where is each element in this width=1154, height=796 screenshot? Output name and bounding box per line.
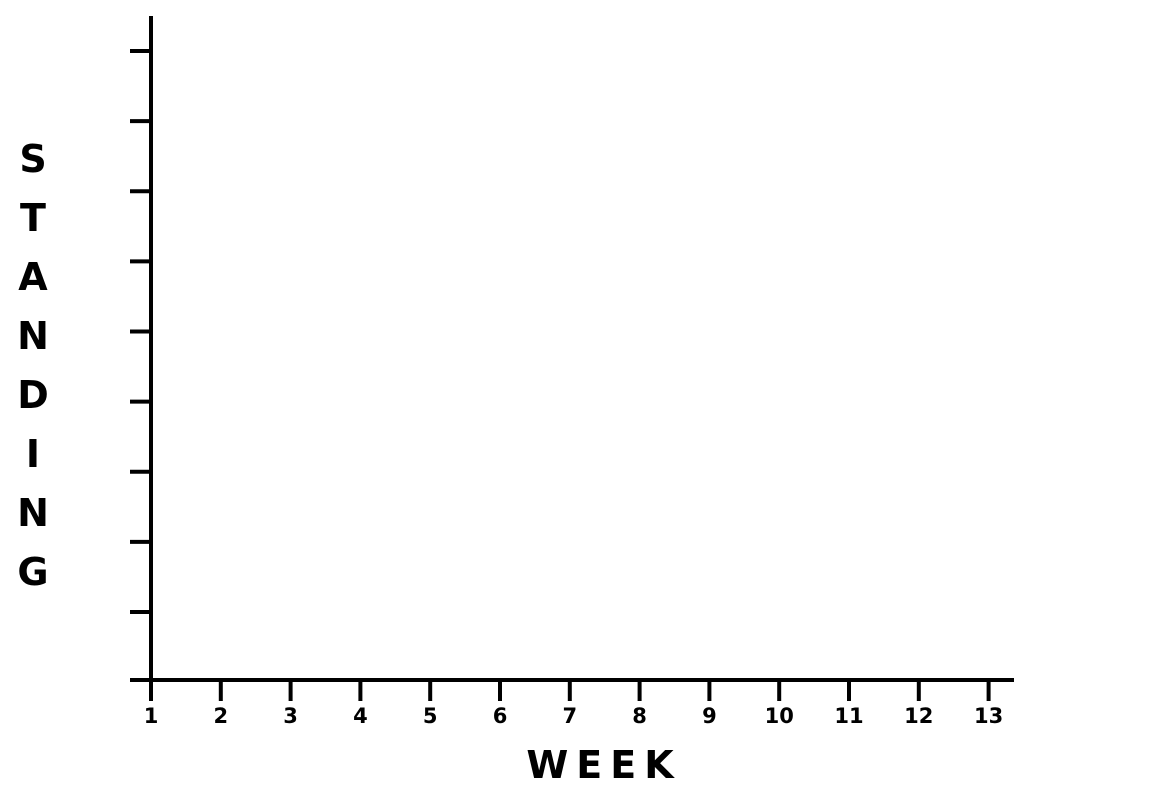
x-tick-label: 8: [632, 704, 647, 728]
y-ticks: [130, 49, 151, 614]
x-tick-label: 12: [904, 704, 933, 728]
y-axis-title-letter: N: [17, 314, 49, 358]
y-axis-title-letter: T: [20, 196, 46, 240]
y-axis-title-letter: I: [26, 432, 40, 476]
x-ticks: [149, 680, 991, 701]
y-axis-title-letter: S: [19, 137, 46, 181]
x-tick-label: 13: [974, 704, 1003, 728]
x-tick-label: 3: [283, 704, 298, 728]
x-axis-title: WEEK: [526, 743, 681, 787]
x-tick-label: 5: [423, 704, 438, 728]
y-axis-title-letter: A: [18, 255, 48, 299]
x-tick-label: 6: [493, 704, 508, 728]
x-tick-labels: 1 2 3 4 5 6 7 8 9 10 11 12 13: [144, 704, 1004, 728]
x-tick-label: 10: [765, 704, 794, 728]
y-axis-title-letter: N: [17, 491, 49, 535]
x-tick-label: 1: [144, 704, 159, 728]
x-tick-label: 2: [213, 704, 228, 728]
x-tick-label: 11: [834, 704, 863, 728]
y-axis-title-letter: G: [17, 550, 48, 594]
x-tick-label: 4: [353, 704, 368, 728]
y-axis-title-letter: D: [17, 373, 49, 417]
x-tick-label: 9: [702, 704, 717, 728]
x-tick-label: 7: [562, 704, 577, 728]
